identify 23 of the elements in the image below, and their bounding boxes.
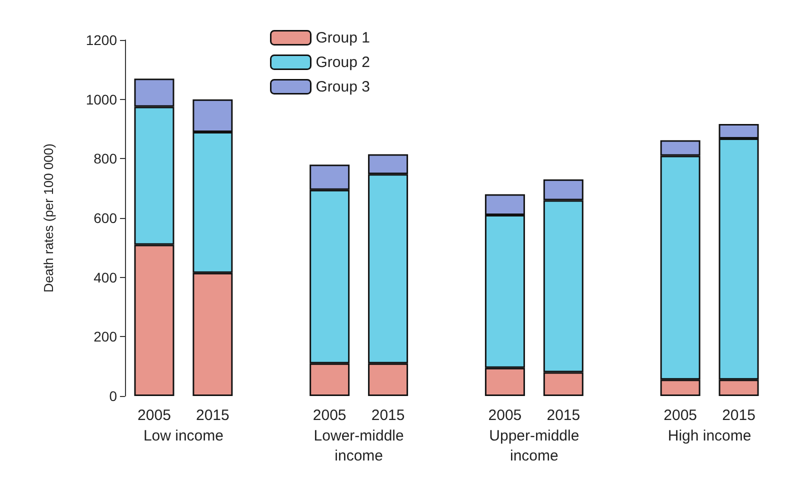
text: Upper-middle income — [489, 428, 580, 464]
text: Low income — [143, 428, 224, 444]
y-axis-title: Death rates (per 100 000) — [41, 144, 56, 292]
y-tick-label: 800 — [94, 150, 118, 167]
x-tick-label: 2015 — [722, 407, 756, 424]
text: Lower-middle income — [314, 428, 404, 464]
legend-label: Group 2 — [316, 54, 370, 71]
x-tick-label: 2005 — [488, 407, 522, 424]
x-tick-label: 2015 — [196, 407, 230, 424]
x-tick-label: 2005 — [312, 407, 346, 424]
x-tick-label: 2015 — [371, 407, 405, 424]
legend-label: Group 1 — [316, 29, 370, 46]
legend-label: Group 3 — [316, 78, 370, 96]
y-tick-label: 400 — [94, 269, 118, 286]
y-tick-label: 200 — [94, 328, 118, 345]
x-tick-label: 2015 — [546, 407, 580, 424]
x-tick-label: 2005 — [664, 407, 698, 424]
y-tick-label: 1200 — [86, 32, 118, 48]
y-tick-label: 0 — [109, 388, 118, 404]
x-tick-label: 2005 — [138, 407, 171, 424]
y-tick-label: 600 — [94, 210, 118, 226]
y-tick-label: 1000 — [86, 91, 118, 108]
text: High income — [668, 428, 752, 444]
